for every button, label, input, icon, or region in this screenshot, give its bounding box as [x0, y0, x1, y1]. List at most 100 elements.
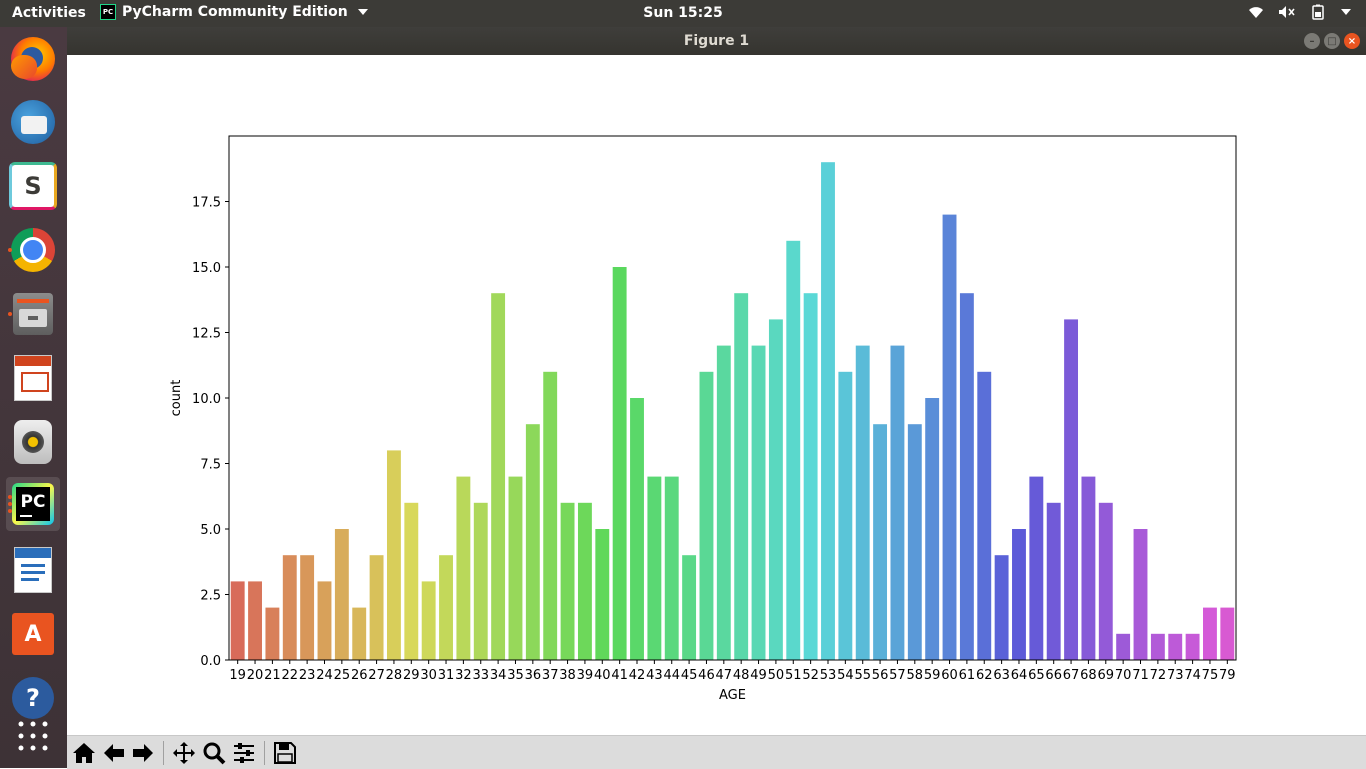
x-tick-label: 46: [698, 668, 715, 683]
x-tick-label: 20: [247, 668, 264, 683]
minimize-icon: –: [1309, 35, 1315, 47]
save-button[interactable]: [271, 739, 299, 767]
chrome-icon: [11, 228, 55, 272]
app-grid-icon: [18, 721, 48, 751]
bar-age-22: [282, 555, 297, 660]
maximize-icon: □: [1327, 35, 1337, 47]
launcher-item-software[interactable]: A: [6, 607, 60, 661]
forward-button[interactable]: [129, 739, 157, 767]
x-tick-label: 29: [403, 668, 420, 683]
close-button[interactable]: ×: [1344, 33, 1360, 49]
x-tick-label: 53: [820, 668, 837, 683]
minimize-button[interactable]: –: [1304, 33, 1320, 49]
window-titlebar[interactable]: Figure 1 – □ ×: [67, 27, 1366, 55]
launcher-item-files[interactable]: [6, 287, 60, 341]
maximize-button[interactable]: □: [1324, 33, 1340, 49]
bar-age-45: [682, 555, 697, 660]
x-tick-label: 42: [629, 668, 646, 683]
save-icon: [274, 742, 296, 764]
launcher-item-impress[interactable]: [6, 351, 60, 405]
bar-age-71: [1133, 529, 1148, 660]
zoom-button[interactable]: [200, 739, 228, 767]
bar-age-72: [1150, 633, 1165, 660]
bar-age-59: [925, 398, 940, 660]
bar-age-67: [1064, 319, 1079, 660]
bar-age-69: [1098, 502, 1113, 660]
bar-age-68: [1081, 476, 1096, 660]
bar-age-61: [959, 293, 974, 660]
bar-age-43: [647, 476, 662, 660]
x-tick-label: 35: [507, 668, 524, 683]
bar-age-52: [803, 293, 818, 660]
y-tick-label: 2.5: [200, 589, 221, 604]
pan-icon: [173, 742, 195, 764]
bar-age-56: [873, 424, 888, 660]
activities-button[interactable]: Activities: [12, 5, 86, 21]
figure-canvas[interactable]: 0.0 2.5 5.0 7.5 10.0 12.5 15.0 17.5 19 20 21 22 23 2…: [67, 55, 1366, 735]
pan-button[interactable]: [170, 739, 198, 767]
battery-icon[interactable]: [1310, 4, 1326, 20]
x-tick-label: 67: [1063, 668, 1080, 683]
wifi-icon[interactable]: [1248, 5, 1264, 19]
bar-age-26: [352, 607, 367, 660]
launcher-item-help[interactable]: ?: [6, 671, 60, 725]
running-indicator: [8, 248, 12, 252]
launcher-item-writer[interactable]: [6, 543, 60, 597]
x-tick-label: 27: [368, 668, 385, 683]
y-tick-label: 12.5: [192, 327, 221, 342]
toolbar-separator: [264, 741, 265, 765]
configure-subplots-button[interactable]: [230, 739, 258, 767]
chevron-down-icon: [357, 9, 368, 15]
power-menu-icon[interactable]: [1340, 7, 1352, 17]
forward-icon: [133, 744, 153, 762]
bar-age-65: [1029, 476, 1044, 660]
help-icon: ?: [12, 677, 54, 719]
x-tick-label: 43: [646, 668, 663, 683]
bar-age-33: [473, 502, 488, 660]
bar-age-49: [751, 345, 766, 660]
app-menu-label: PyCharm Community Edition: [122, 4, 348, 20]
running-indicator: [8, 502, 12, 506]
x-tick-label: 64: [1011, 668, 1028, 683]
x-tick-label: 79: [1219, 668, 1236, 683]
y-axis-label: count: [169, 380, 184, 417]
x-tick-label: 48: [733, 668, 750, 683]
x-tick-label: 61: [959, 668, 976, 683]
volume-muted-icon[interactable]: [1278, 5, 1296, 19]
toolbar-separator: [163, 741, 164, 765]
bar-age-39: [577, 502, 592, 660]
launcher-item-pycharm[interactable]: PC: [6, 477, 60, 531]
bar-age-28: [386, 450, 401, 660]
bar-age-70: [1116, 633, 1131, 660]
presentation-icon: [14, 355, 52, 401]
bar-age-55: [855, 345, 870, 660]
system-indicators[interactable]: [1248, 4, 1352, 20]
x-tick-label: 19: [229, 668, 246, 683]
x-tick-label: 31: [438, 668, 455, 683]
app-menu[interactable]: PC PyCharm Community Edition: [100, 4, 368, 20]
x-tick-label: 74: [1184, 668, 1201, 683]
bar-age-44: [664, 476, 679, 660]
x-tick-label: 26: [351, 668, 368, 683]
bar-age-34: [491, 293, 506, 660]
show-apps-button[interactable]: [6, 709, 60, 763]
back-button[interactable]: [100, 739, 128, 767]
bar-age-51: [786, 240, 801, 661]
launcher-item-slack[interactable]: S: [6, 159, 60, 213]
x-tick-label: 60: [941, 668, 958, 683]
x-tick-label: 40: [594, 668, 611, 683]
launcher-item-chrome[interactable]: [6, 223, 60, 277]
bar-age-31: [439, 555, 453, 660]
bar-age-73: [1168, 633, 1183, 660]
launcher-item-thunderbird[interactable]: [6, 95, 60, 149]
clock[interactable]: Sun 15:25: [643, 5, 723, 21]
launcher-item-firefox[interactable]: [6, 32, 60, 86]
bar-age-32: [456, 476, 471, 660]
bar-age-58: [907, 424, 922, 660]
bar-age-66: [1046, 502, 1061, 660]
home-button[interactable]: [70, 739, 98, 767]
bar-age-79: [1220, 607, 1235, 660]
x-tick-label: 47: [716, 668, 733, 683]
launcher-item-rhythmbox[interactable]: [6, 415, 60, 469]
bar-age-29: [404, 502, 419, 660]
